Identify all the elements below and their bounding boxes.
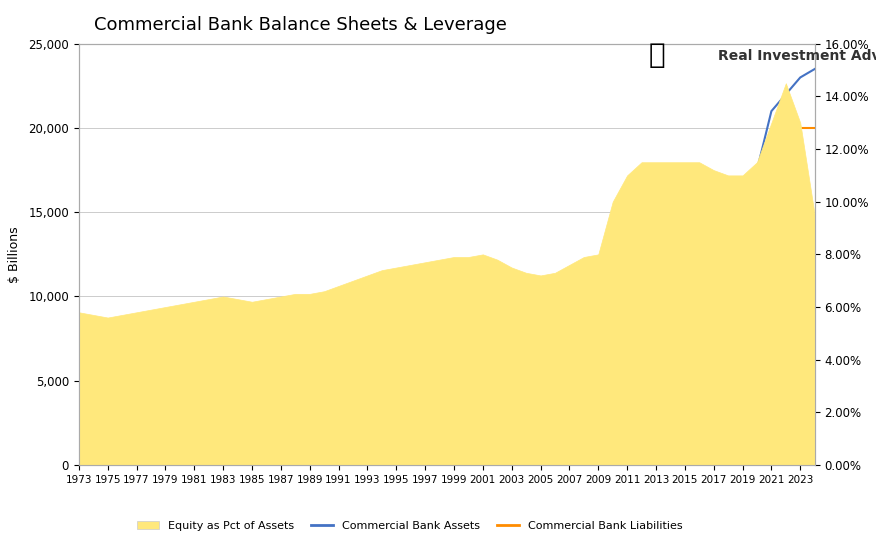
Legend: Equity as Pct of Assets, Commercial Bank Assets, Commercial Bank Liabilities: Equity as Pct of Assets, Commercial Bank… bbox=[133, 516, 687, 535]
Text: Real Investment Advice: Real Investment Advice bbox=[718, 49, 876, 63]
Text: 🦅: 🦅 bbox=[649, 40, 665, 69]
Text: Commercial Bank Balance Sheets & Leverage: Commercial Bank Balance Sheets & Leverag… bbox=[94, 16, 506, 34]
Y-axis label: $ Billions: $ Billions bbox=[9, 226, 21, 283]
